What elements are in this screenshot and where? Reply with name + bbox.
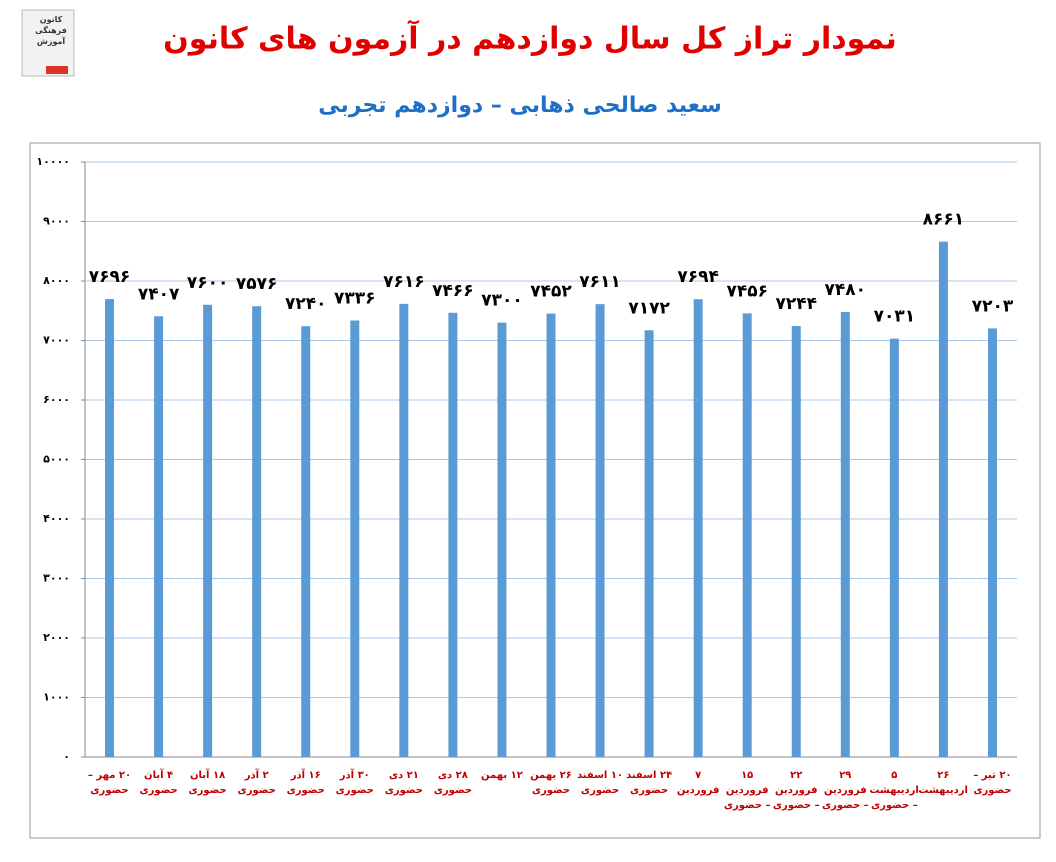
data-label: ۷۰۳۱ [874, 307, 916, 327]
x-tick-label: ۲۴ اسفند حضوری [626, 770, 673, 796]
bar [693, 299, 703, 757]
x-tick-label: ۳۰ آذر حضوری [335, 770, 374, 796]
x-tick-label: ۱۸ آبان حضوری [188, 770, 227, 796]
data-label: ۷۴۶۶ [432, 281, 474, 301]
data-label: ۷۶۰۰ [187, 273, 229, 293]
data-label: ۷۴۰۷ [138, 284, 180, 304]
bar [399, 303, 409, 757]
x-tick-label: ۷ فروردین [676, 770, 720, 796]
data-label: ۷۶۹۶ [89, 267, 131, 287]
x-tick-label: ۱۶ آذر حضوری [286, 770, 325, 796]
y-tick-label: ۵۰۰۰ [43, 453, 70, 466]
bar [105, 299, 115, 757]
data-label: ۷۲۰۳ [972, 296, 1014, 316]
bar [938, 241, 948, 757]
data-label: ۷۲۴۴ [776, 294, 818, 314]
data-label: ۷۴۵۶ [726, 281, 768, 301]
bar [644, 330, 654, 757]
y-tick-label: ۲۰۰۰ [43, 631, 70, 644]
data-label: ۷۶۱۱ [579, 272, 621, 292]
y-tick-label: ۱۰۰۰ [43, 691, 70, 704]
y-tick-label: ۳۰۰۰ [43, 572, 70, 585]
bar [497, 322, 507, 757]
x-tick-label: ۲۸ دی حضوری [433, 770, 473, 796]
chart-subtitle: سعید صالحی ذهابی – دوازدهم تجربی [318, 93, 722, 118]
x-tick-label: ۲۲ فروردین – حضوری [772, 770, 820, 811]
data-label: ۷۴۸۰ [825, 280, 867, 300]
chart-title: نمودار تراز کل سال دوازدهم در آزمون های … [163, 20, 897, 57]
y-tick-label: ۶۰۰۰ [43, 393, 70, 406]
x-tick-label: ۱۵ فروردین – حضوری [723, 770, 771, 811]
y-tick-label: ۴۰۰۰ [43, 512, 70, 525]
bar [448, 312, 458, 757]
data-label: ۷۱۷۲ [628, 298, 670, 318]
data-label: ۷۳۰۰ [481, 291, 523, 311]
data-label: ۷۶۹۴ [677, 267, 719, 287]
data-label: ۷۴۵۲ [530, 282, 572, 302]
data-label: ۸۶۶۱ [923, 210, 965, 230]
x-tick-label: ۲۶ بهمن حضوری [530, 770, 572, 796]
x-tick-label: ۲۰ تیر – حضوری [973, 770, 1012, 796]
y-tick-label: ۹۰۰۰ [43, 215, 70, 228]
y-tick-label: ۸۰۰۰ [43, 274, 70, 287]
x-tick-label: ۱۰ اسفند حضوری [577, 770, 624, 796]
data-label: ۷۳۳۶ [334, 289, 376, 309]
logo-text: کانون فرهنگی آموزش [35, 15, 67, 46]
x-tick-label: ۲۶ اردیبهشت [918, 770, 968, 796]
bar [546, 313, 556, 757]
bar [595, 304, 605, 757]
y-tick-label: ۷۰۰۰ [43, 334, 70, 347]
bar [987, 328, 997, 757]
x-tick-label: ۲ آذر حضوری [237, 770, 276, 796]
x-tick-label: ۲۰ مهر – حضوری [87, 770, 132, 796]
logo-badge [46, 66, 68, 74]
x-tick-label: ۲۱ دی حضوری [384, 770, 423, 796]
bar [252, 306, 262, 757]
bar [742, 313, 752, 757]
bar [791, 325, 801, 757]
logo-box [21, 9, 75, 77]
bar [301, 326, 311, 757]
bar [840, 311, 850, 757]
bar [203, 304, 213, 757]
y-tick-label: ۰ [63, 750, 70, 763]
bar [154, 316, 164, 757]
x-tick-label: ۲۹ فروردین – حضوری [821, 770, 869, 811]
data-label: ۷۲۴۰ [285, 294, 327, 314]
data-label: ۷۶۱۶ [383, 272, 425, 292]
bar [350, 320, 360, 757]
bar [889, 338, 899, 757]
chart-frame [29, 142, 1041, 839]
x-tick-label: ۱۲ بهمن [481, 770, 523, 781]
data-label: ۷۵۷۶ [236, 274, 278, 294]
y-tick-label: ۱۰۰۰۰ [36, 155, 70, 168]
x-tick-label: ۴ آبان حضوری [139, 770, 178, 796]
x-tick-label: ۵ اردیبهشت – حضوری [869, 770, 919, 811]
